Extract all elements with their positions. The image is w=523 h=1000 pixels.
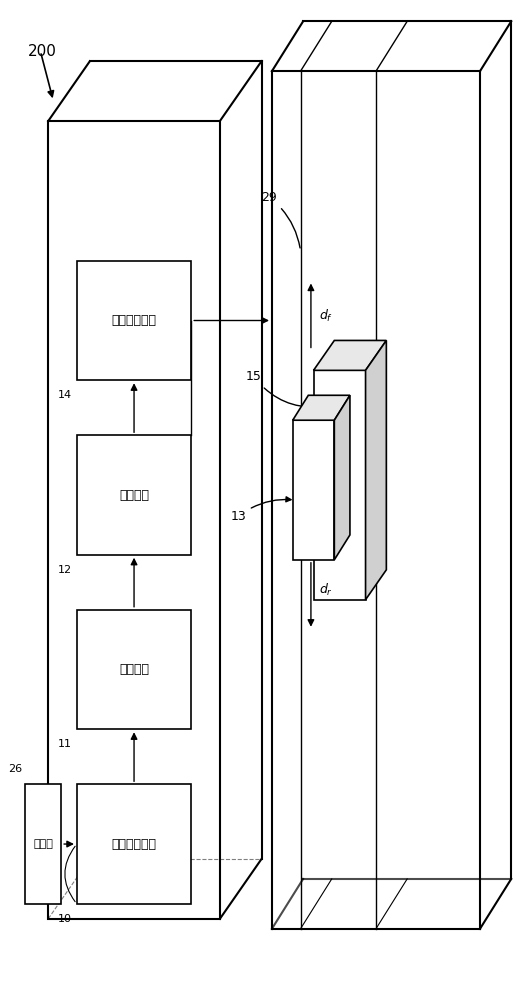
- Text: 12: 12: [58, 565, 72, 575]
- FancyBboxPatch shape: [77, 261, 191, 380]
- Text: 26: 26: [8, 764, 22, 774]
- Text: 29: 29: [262, 191, 300, 248]
- Text: 200: 200: [27, 44, 56, 59]
- Polygon shape: [293, 420, 334, 560]
- Polygon shape: [313, 340, 386, 370]
- Text: 15: 15: [246, 370, 325, 409]
- FancyBboxPatch shape: [77, 435, 191, 555]
- Text: 归类模块: 归类模块: [119, 489, 149, 502]
- Text: $d_f$: $d_f$: [319, 307, 333, 324]
- Polygon shape: [293, 395, 350, 420]
- Text: 存储器: 存储器: [33, 839, 53, 849]
- FancyBboxPatch shape: [25, 784, 61, 904]
- Polygon shape: [334, 395, 350, 560]
- FancyBboxPatch shape: [77, 784, 191, 904]
- Text: 边缘识别模块: 边缘识别模块: [111, 838, 156, 851]
- Polygon shape: [313, 370, 366, 600]
- Text: 优先安排模块: 优先安排模块: [111, 314, 156, 327]
- Polygon shape: [366, 340, 386, 600]
- Text: 13: 13: [230, 497, 291, 523]
- Text: $d_r$: $d_r$: [319, 582, 333, 598]
- Text: 10: 10: [58, 914, 72, 924]
- FancyBboxPatch shape: [77, 610, 191, 729]
- Text: 11: 11: [58, 739, 72, 749]
- Text: 确定模块: 确定模块: [119, 663, 149, 676]
- Text: 14: 14: [58, 390, 72, 400]
